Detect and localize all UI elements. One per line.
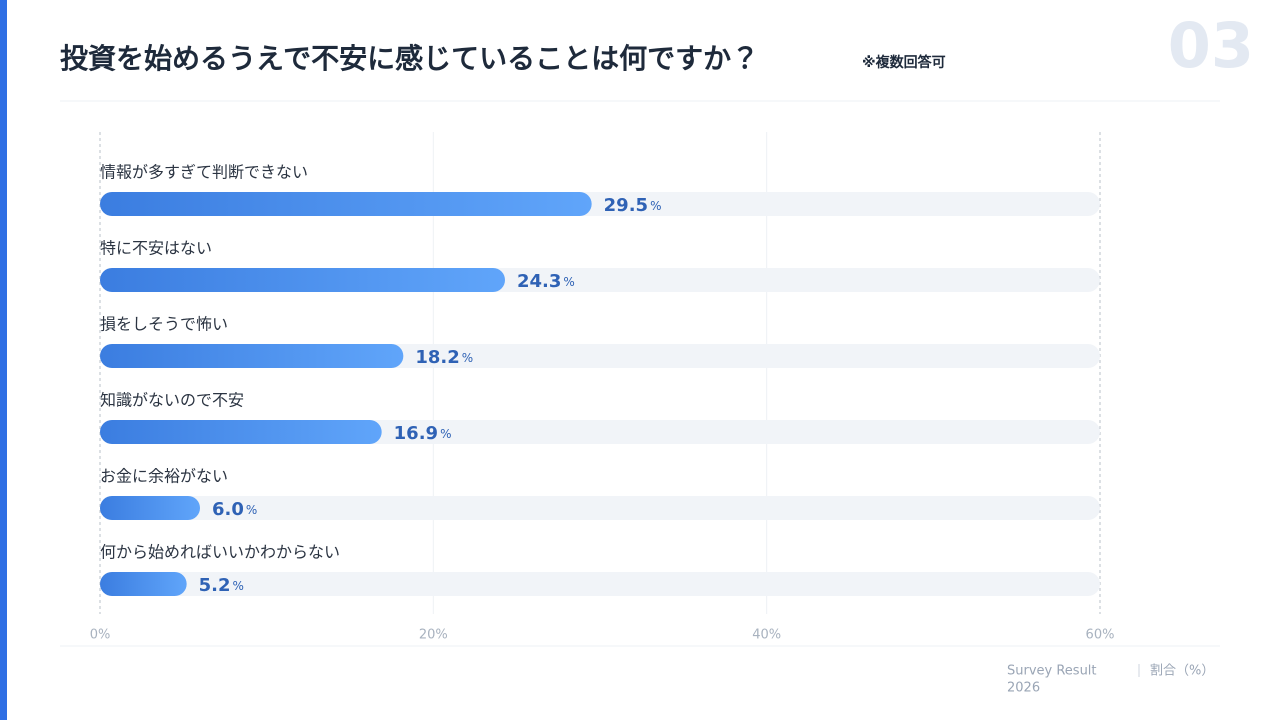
x-tick-label: 40% [752,628,781,643]
category-label: 何から始めればいいかわからない [100,543,340,562]
category-label: 特に不安はない [100,239,212,258]
x-tick-label: 20% [419,628,448,643]
category-label: 情報が多すぎて判断できない [100,163,308,182]
bar [100,572,187,596]
category-label: お金に余裕がない [100,467,228,486]
page-number: 03 [1168,9,1254,82]
bar [100,496,200,520]
x-tick-label: 60% [1086,628,1115,643]
source: Survey Result [1007,664,1097,679]
value-label: 18.2% [415,347,473,368]
bar [100,268,505,292]
x-tick-label: 0% [90,628,111,643]
value-label: 16.9% [394,423,452,444]
chart-subtitle: ※複数回答可 [862,54,946,71]
value-label: 24.3% [517,271,575,292]
axis-label: 割合（%） [1150,664,1214,679]
bar [100,344,404,368]
bar [100,420,382,444]
bar [100,192,592,216]
bar-track [100,496,1100,520]
value-label: 5.2% [199,575,244,596]
source: 2026 [1007,681,1040,696]
bars: 情報が多すぎて判断できない 29.5 % 特に不安はない 24.3 % 損をしそうで怖い 18… [100,163,1100,596]
chart-title: 投資を始めるうえで不安に感じていることは何ですか？ [60,42,759,75]
bar-track [100,572,1100,596]
accent-bar [0,0,7,720]
category-label: 損をしそうで怖い [100,315,228,334]
value-label: 6.0% [212,499,257,520]
value-label: 29.5% [604,195,662,216]
category-label: 知識がないので不安 [100,391,244,410]
